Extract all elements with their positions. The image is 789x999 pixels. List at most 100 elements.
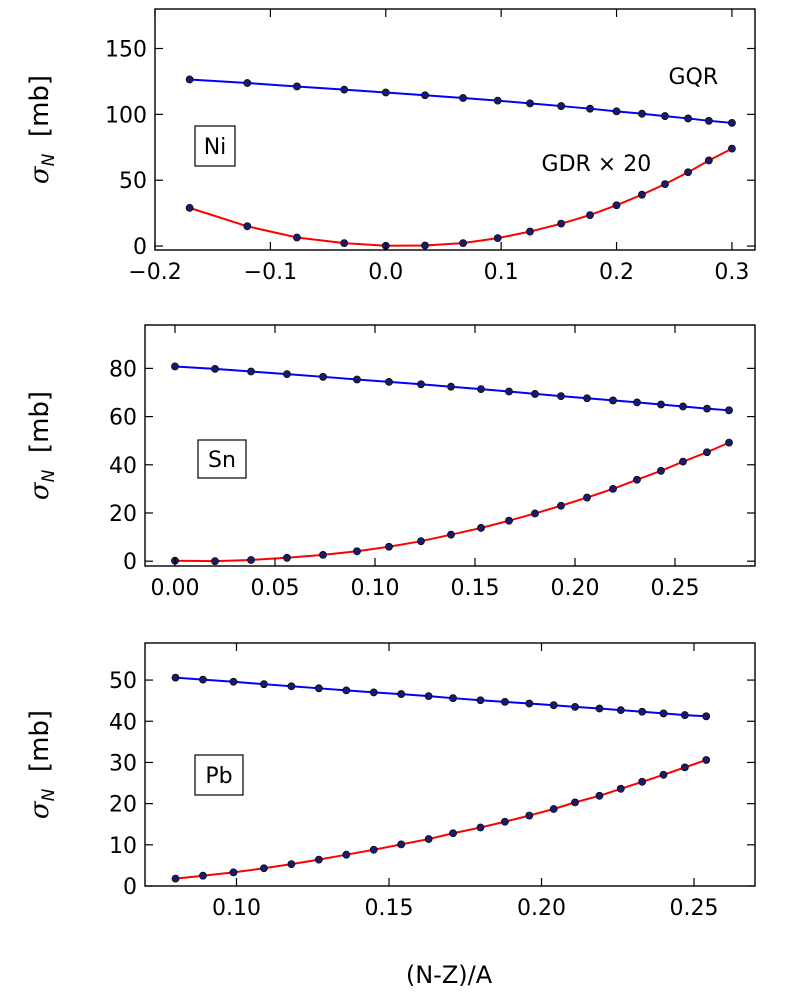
panel-ni: −0.2 −0.1 0.0 0.1 0.2 0.3 0 50 100 150 σN [mb] Ni GQ… <box>25 8 756 285</box>
pb-gqr-point <box>702 712 711 721</box>
sn-gqr-point <box>679 402 687 411</box>
ni-axes-frame <box>154 8 756 251</box>
ni-gdr-point <box>459 239 467 248</box>
ni-x-tick-label: −0.2 <box>128 260 181 285</box>
pb-gdr-point <box>476 823 485 832</box>
ni-y-tick-label: 50 <box>119 169 147 194</box>
sn-gqr-point <box>657 400 665 409</box>
pb-gqr-point <box>595 704 604 713</box>
sn-x-tick-label: 0.00 <box>151 576 200 601</box>
pb-gdr-point <box>314 855 323 864</box>
ni-gdr-point <box>661 180 669 189</box>
sn-y-tick-label: 60 <box>109 406 137 431</box>
sn-label-box <box>197 439 247 479</box>
pb-gqr-point <box>500 698 509 706</box>
ni-gqr-point <box>340 85 349 94</box>
ni-x-tick-label: 0.1 <box>484 260 519 285</box>
sn-y-tick-label: 80 <box>109 357 137 382</box>
sn-gdr-point <box>385 542 393 551</box>
panel-sn: 0.00 0.05 0.10 0.15 0.20 0.25 0 20 40 60 80 σN [mb]… <box>25 324 756 601</box>
sn-gqr-point <box>385 377 393 386</box>
sn-gqr-point <box>531 390 539 398</box>
pb-gdr-point <box>424 835 433 843</box>
pb-gdr-point <box>369 845 378 854</box>
pb-gqr-point <box>525 699 534 708</box>
ni-annotation: GDR × 20 <box>542 152 652 177</box>
sn-gdr-point <box>679 457 687 466</box>
ni-gdr-point <box>421 241 429 250</box>
pb-gqr-point <box>549 701 558 710</box>
pb-gdr-line <box>175 759 707 880</box>
panel-pb: 0.10 0.15 0.20 0.25 0 10 20 30 40 50 σN [mb] Pb <box>25 642 756 921</box>
sn-gqr-point <box>417 380 425 389</box>
sn-gqr-point <box>725 406 733 415</box>
pb-y-tick-label: 50 <box>109 669 137 694</box>
ni-gdr-point <box>243 222 252 231</box>
pb-y-tick-label: 40 <box>109 710 137 735</box>
ni-gdr-point <box>728 144 736 153</box>
pb-gdr-point <box>638 777 647 786</box>
sn-gqr-point <box>247 367 255 376</box>
ni-gdr-point <box>557 219 566 228</box>
ni-gqr-point <box>526 99 534 108</box>
pb-gdr-point <box>171 874 180 883</box>
pb-gdr-point <box>549 805 558 813</box>
ni-y-axis-label: σN [mb] <box>25 75 59 184</box>
ni-gqr-point <box>493 96 502 105</box>
ni-gdr-point <box>493 234 502 243</box>
ni-y-tick-label: 0 <box>133 235 147 260</box>
ni-gqr-point <box>185 75 194 84</box>
sn-x-tick-label: 0.05 <box>251 576 300 601</box>
ni-gqr-point <box>421 91 429 100</box>
ni-gqr-point <box>381 88 390 97</box>
sn-y-tick-label: 0 <box>123 550 137 575</box>
sn-gqr-line <box>174 365 730 412</box>
pb-gqr-point <box>229 677 238 686</box>
ni-gdr-point <box>704 156 713 165</box>
x-axis-label: (N-Z)/A <box>406 961 493 989</box>
pb-gdr-point <box>680 763 689 772</box>
pb-gqr-line <box>175 676 707 718</box>
pb-gqr-point <box>659 709 668 718</box>
pb-gqr-point <box>616 706 625 715</box>
ni-gdr-point <box>638 190 646 199</box>
pb-y-tick-label: 30 <box>109 751 137 776</box>
sn-gdr-point <box>583 493 591 502</box>
sn-x-tick-label: 0.25 <box>651 576 700 601</box>
sn-gdr-point <box>505 516 513 525</box>
pb-gdr-point <box>525 811 534 820</box>
ni-panel-label: Ni <box>204 135 227 160</box>
ni-gqr-point <box>612 107 621 116</box>
sn-gdr-point <box>417 537 425 546</box>
pb-x-tick-label: 0.20 <box>517 896 566 921</box>
pb-gqr-point <box>424 692 433 701</box>
pb-label-box <box>194 754 244 796</box>
pb-gdr-point <box>500 817 509 826</box>
sn-y-tick-label: 20 <box>109 502 137 527</box>
ni-gdr-point <box>293 233 301 242</box>
pb-x-tick-label: 0.25 <box>670 896 719 921</box>
pb-gdr-point <box>260 864 268 873</box>
sn-gdr-point <box>353 547 361 556</box>
sn-gdr-point <box>725 438 733 447</box>
sn-gqr-point <box>557 392 565 400</box>
pb-x-tick-label: 0.10 <box>212 896 261 921</box>
sn-y-axis-label: σN [mb] <box>25 391 59 500</box>
pb-gqr-point <box>260 680 268 689</box>
ni-gqr-point <box>704 116 713 125</box>
pb-gdr-point <box>342 850 351 859</box>
sn-x-tick-label: 0.15 <box>451 576 500 601</box>
sn-gqr-point <box>703 404 711 413</box>
sn-gqr-point <box>477 385 485 394</box>
pb-y-axis-label: σN [mb] <box>25 710 59 819</box>
pb-gqr-point <box>199 675 207 684</box>
sn-gqr-point <box>319 372 327 381</box>
ni-gdr-point <box>586 211 594 219</box>
sn-gdr-point <box>531 509 539 518</box>
pb-y-tick-label: 20 <box>109 793 137 818</box>
ni-gqr-point <box>638 109 646 118</box>
sn-gdr-point <box>657 466 665 475</box>
sn-gdr-point <box>447 530 455 539</box>
pb-gqr-point <box>476 696 485 705</box>
pb-gdr-point <box>287 860 296 869</box>
